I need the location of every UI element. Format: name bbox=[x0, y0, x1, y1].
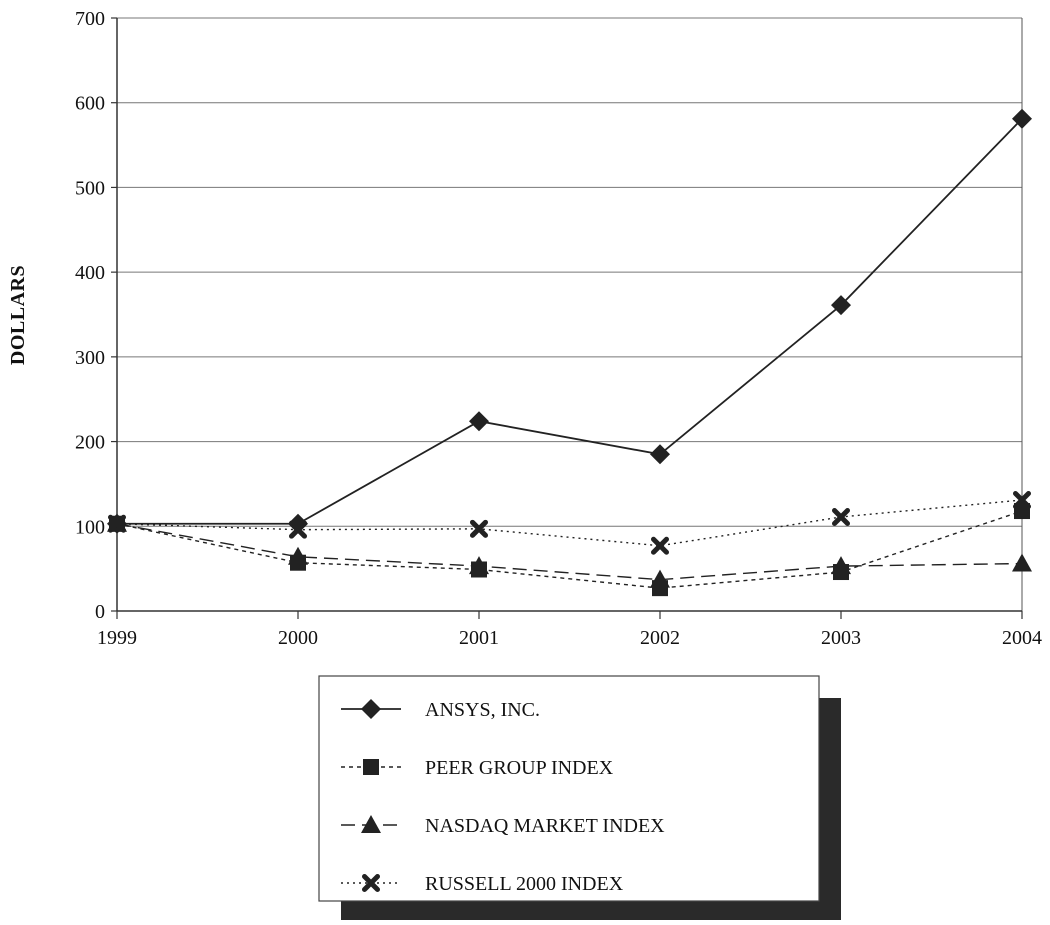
data-point bbox=[289, 520, 307, 539]
x-tick-label: 2001 bbox=[459, 627, 499, 649]
series-nasdaq-market-index bbox=[107, 513, 1032, 588]
series-russell-2000-index bbox=[108, 491, 1031, 555]
x-tick-label: 1999 bbox=[97, 627, 137, 649]
legend-item: RUSSELL 2000 INDEX bbox=[341, 873, 624, 895]
data-point bbox=[650, 444, 670, 465]
y-axis-ticks: 0 100 200 300 400 500 600 700 bbox=[75, 8, 117, 623]
y-tick-label: 400 bbox=[75, 262, 105, 284]
x-tick-label: 2003 bbox=[821, 627, 861, 649]
data-point bbox=[288, 513, 308, 534]
data-point bbox=[469, 556, 489, 575]
data-point bbox=[108, 514, 126, 533]
y-tick-label: 0 bbox=[95, 601, 105, 623]
y-tick-label: 700 bbox=[75, 8, 105, 30]
y-tick-label: 600 bbox=[75, 93, 105, 115]
data-point bbox=[470, 519, 488, 538]
legend-item: PEER GROUP INDEX bbox=[341, 757, 614, 779]
series-peer-group-index bbox=[109, 503, 1030, 597]
legend-marker bbox=[361, 815, 381, 833]
series-line bbox=[116, 523, 1023, 581]
legend-label: ANSYS, INC. bbox=[425, 699, 540, 721]
y-axis-title: DOLLARS bbox=[7, 265, 29, 365]
x-axis-ticks: 1999 2000 2001 2002 2003 2004 bbox=[97, 611, 1042, 649]
data-point bbox=[831, 295, 851, 316]
legend-marker bbox=[362, 874, 380, 892]
data-point bbox=[831, 556, 851, 575]
y-tick-label: 100 bbox=[75, 516, 105, 538]
x-tick-label: 2004 bbox=[1002, 627, 1042, 649]
data-point bbox=[1013, 491, 1031, 510]
data-point bbox=[651, 536, 669, 555]
legend-label: RUSSELL 2000 INDEX bbox=[425, 873, 624, 895]
data-point bbox=[288, 546, 308, 565]
legend-marker bbox=[363, 759, 379, 775]
y-tick-label: 300 bbox=[75, 347, 105, 369]
series-ansys-inc bbox=[107, 108, 1032, 534]
legend-label: NASDAQ MARKET INDEX bbox=[425, 815, 665, 837]
series-line bbox=[116, 499, 1023, 547]
data-point bbox=[1012, 108, 1032, 129]
legend-label: PEER GROUP INDEX bbox=[425, 757, 614, 779]
data-point bbox=[650, 569, 670, 588]
y-tick-label: 500 bbox=[75, 177, 105, 199]
x-tick-label: 2000 bbox=[278, 627, 318, 649]
y-tick-label: 200 bbox=[75, 432, 105, 454]
data-point bbox=[832, 507, 850, 526]
x-tick-label: 2002 bbox=[640, 627, 680, 649]
legend-item: NASDAQ MARKET INDEX bbox=[341, 815, 665, 837]
gridlines bbox=[117, 17, 1022, 527]
data-point bbox=[1012, 553, 1032, 572]
legend-marker bbox=[361, 699, 381, 719]
series-line bbox=[116, 510, 1023, 589]
legend-box bbox=[318, 675, 820, 902]
data-point bbox=[469, 411, 489, 432]
legend: ANSYS, INC. PEER GROUP INDEX NASDAQ MARKET… bbox=[318, 675, 841, 923]
series-line bbox=[117, 118, 1023, 525]
legend-item: ANSYS, INC. bbox=[341, 699, 540, 721]
